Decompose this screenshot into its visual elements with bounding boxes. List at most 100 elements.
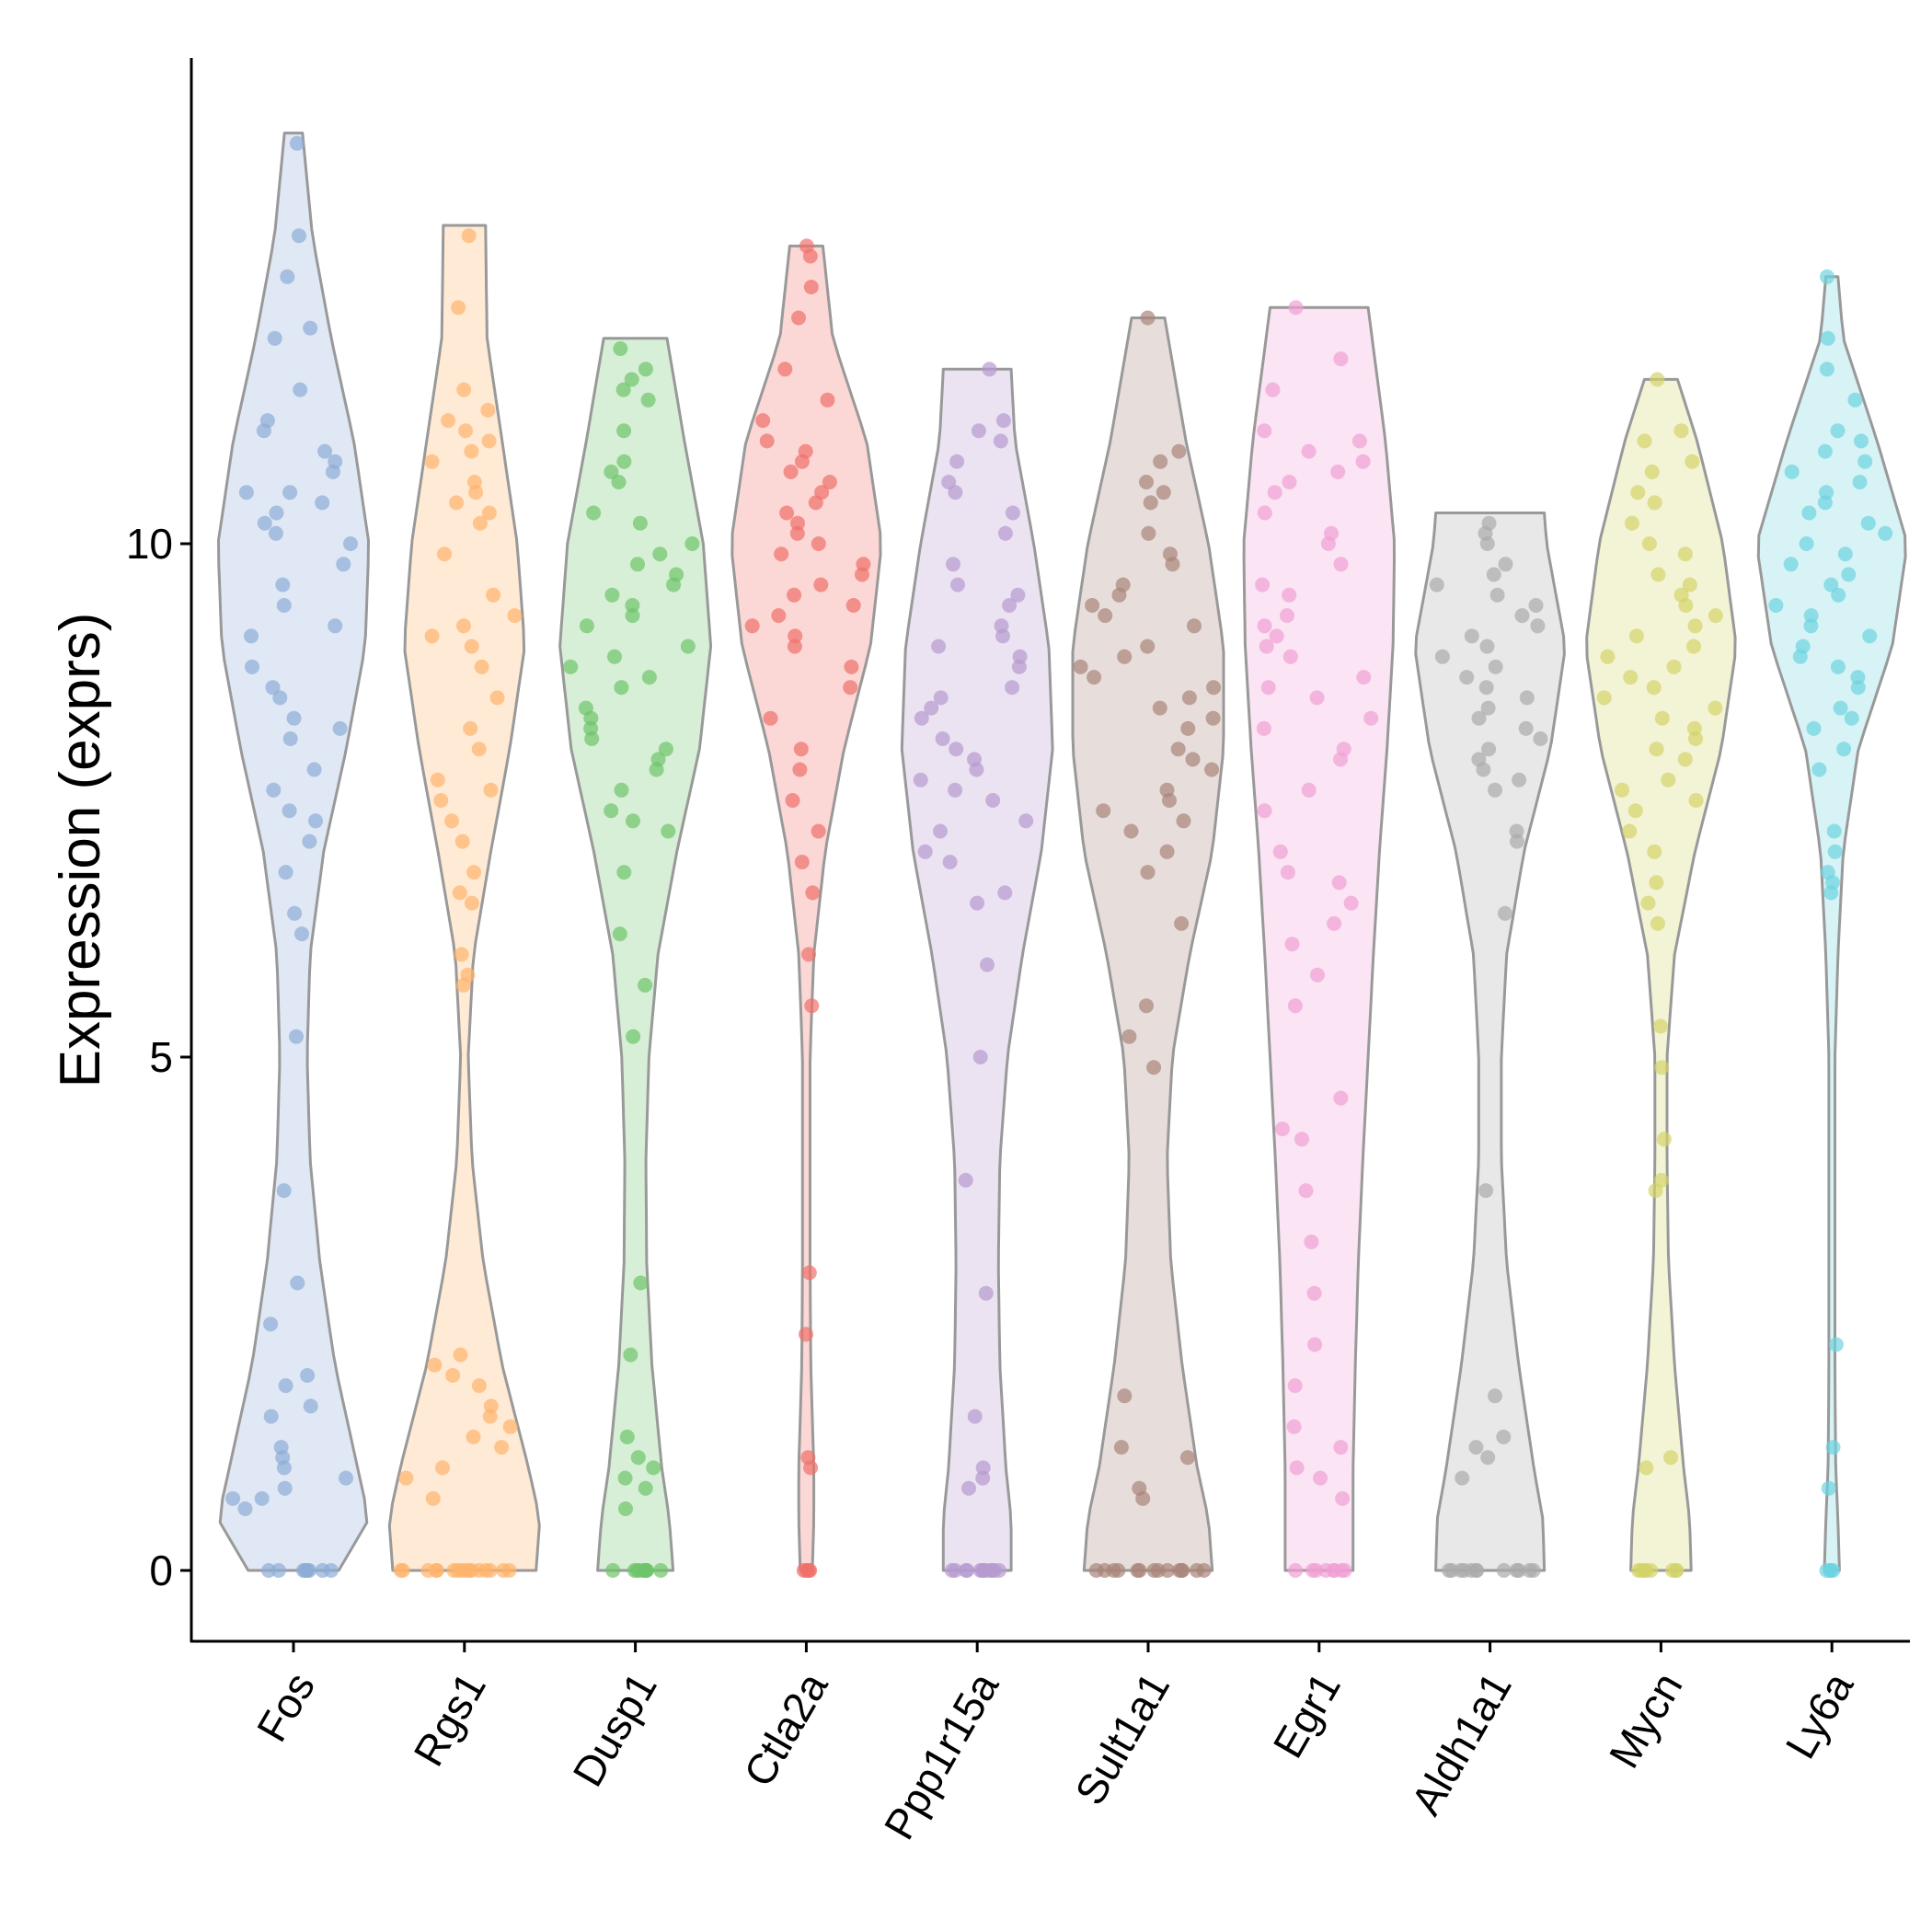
point-ppp1r15a: [913, 772, 928, 788]
point-ctla2a: [787, 587, 802, 603]
violin-dusp1: [558, 337, 713, 1572]
point-mycn: [1622, 823, 1638, 839]
point-ly6a: [1819, 362, 1834, 377]
point-egr1: [1287, 998, 1303, 1014]
point-mycn: [1630, 485, 1646, 500]
point-rgs1: [456, 618, 471, 634]
point-egr1: [1288, 1563, 1304, 1578]
point-rgs1: [433, 793, 449, 808]
point-sult1a1: [1073, 659, 1088, 674]
point-ppp1r15a: [997, 525, 1013, 541]
point-sult1a1: [1206, 680, 1222, 696]
point-ppp1r15a: [995, 628, 1010, 644]
point-mycn: [1649, 742, 1664, 757]
point-rgs1: [444, 813, 459, 829]
point-sult1a1: [1153, 454, 1168, 469]
point-sult1a1: [1204, 762, 1220, 777]
point-sult1a1: [1121, 1029, 1137, 1044]
point-rgs1: [464, 895, 479, 911]
point-rgs1: [481, 433, 497, 449]
point-ly6a: [1821, 1480, 1836, 1496]
point-ly6a: [1817, 495, 1833, 511]
point-mycn: [1631, 1563, 1646, 1578]
point-aldh1a1: [1519, 690, 1535, 706]
point-rgs1: [466, 865, 482, 880]
point-rgs1: [468, 485, 484, 500]
point-aldh1a1: [1455, 1470, 1470, 1486]
point-dusp1: [641, 670, 657, 685]
point-aldh1a1: [1514, 608, 1530, 624]
point-egr1: [1255, 577, 1271, 592]
point-dusp1: [623, 1347, 638, 1363]
point-egr1: [1256, 720, 1271, 736]
point-dusp1: [626, 813, 640, 829]
point-egr1: [1310, 967, 1325, 983]
point-aldh1a1: [1464, 628, 1479, 644]
point-aldh1a1: [1518, 720, 1534, 736]
point-aldh1a1: [1528, 598, 1544, 613]
point-rgs1: [435, 1460, 450, 1476]
point-sult1a1: [1135, 1490, 1151, 1506]
point-egr1: [1274, 1121, 1290, 1137]
point-ly6a: [1825, 1440, 1841, 1455]
point-egr1: [1282, 475, 1297, 489]
point-sult1a1: [1113, 1440, 1129, 1455]
point-rgs1: [441, 413, 456, 429]
point-ctla2a: [794, 855, 810, 869]
point-ctla2a: [779, 505, 795, 521]
point-ctla2a: [843, 680, 858, 696]
point-mycn: [1623, 670, 1639, 685]
point-egr1: [1257, 618, 1272, 634]
x-tick-label-rgs1: Rgs1: [404, 1664, 495, 1774]
point-rgs1: [501, 1563, 517, 1578]
point-ly6a: [1878, 525, 1893, 541]
point-aldh1a1: [1533, 731, 1548, 746]
point-aldh1a1: [1443, 1563, 1459, 1578]
point-ly6a: [1823, 885, 1839, 901]
point-fos: [308, 813, 323, 829]
point-rgs1: [464, 443, 479, 459]
point-ctla2a: [788, 628, 803, 644]
point-dusp1: [604, 464, 619, 479]
point-ly6a: [1806, 720, 1822, 736]
point-dusp1: [640, 392, 656, 408]
point-sult1a1: [1096, 803, 1111, 819]
point-fos: [245, 659, 259, 674]
point-ctla2a: [801, 947, 816, 962]
point-aldh1a1: [1486, 567, 1501, 582]
point-dusp1: [638, 1480, 653, 1496]
point-dusp1: [614, 782, 629, 798]
point-ctla2a: [803, 1460, 819, 1476]
point-fos: [326, 464, 340, 479]
point-egr1: [1305, 1563, 1320, 1578]
point-aldh1a1: [1489, 587, 1505, 603]
point-ctla2a: [790, 515, 805, 531]
point-ppp1r15a: [949, 742, 964, 757]
point-rgs1: [474, 659, 489, 674]
y-axis-title: Expression (exprs): [49, 613, 112, 1088]
point-mycn: [1678, 598, 1694, 613]
point-mycn: [1644, 464, 1660, 479]
point-rgs1: [420, 1563, 436, 1578]
point-rgs1: [494, 1440, 510, 1455]
point-sult1a1: [1187, 618, 1202, 634]
point-egr1: [1304, 1234, 1319, 1249]
point-sult1a1: [1143, 495, 1158, 511]
point-ly6a: [1803, 618, 1819, 634]
point-mycn: [1665, 1563, 1680, 1578]
point-egr1: [1260, 680, 1276, 696]
point-ctla2a: [774, 546, 789, 562]
point-ly6a: [1837, 546, 1853, 562]
point-fos: [272, 690, 288, 706]
point-aldh1a1: [1478, 680, 1494, 696]
point-ctla2a: [759, 433, 775, 449]
point-mycn: [1685, 454, 1700, 469]
point-rgs1: [451, 300, 466, 316]
point-rgs1: [463, 720, 478, 736]
point-fos: [343, 536, 358, 551]
point-mycn: [1650, 915, 1665, 931]
point-fos: [254, 1490, 270, 1506]
point-ppp1r15a: [967, 1409, 983, 1424]
point-rgs1: [471, 1378, 487, 1394]
